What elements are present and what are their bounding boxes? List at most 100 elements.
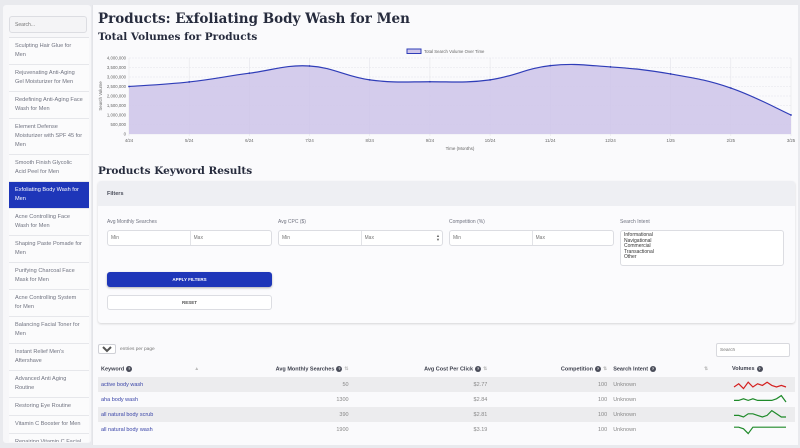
volume-sparkline-cell	[725, 377, 795, 392]
sparkline-path	[734, 394, 787, 402]
data-point	[368, 78, 371, 81]
volume-chart: 0 500,000 1,000,000 1,500,000 2,000,000 2,500…	[98, 48, 796, 151]
table-row[interactable]: aha body wash 1300 $2.84 100 Unknown	[98, 392, 795, 407]
sidebar-search-input[interactable]	[9, 16, 87, 33]
help-icon[interactable]: ?	[336, 365, 343, 372]
sidebar-item[interactable]: Advanced Anti Aging Routine	[9, 371, 89, 398]
x-tick-label: 1/25	[666, 138, 675, 143]
reset-button[interactable]: RESET	[107, 295, 272, 310]
avg-monthly-max-input[interactable]	[189, 231, 271, 245]
sidebar-item[interactable]: Rejuvenating Anti-Aging Gel Moisturizer …	[9, 65, 89, 92]
table-search-input[interactable]	[716, 343, 790, 357]
sort-asc-icon[interactable]: ▲	[194, 366, 200, 373]
sparkline-path	[734, 409, 786, 418]
data-point	[609, 66, 612, 68]
apply-filters-button[interactable]: APPLY FILTERS	[107, 272, 272, 287]
table-row[interactable]: all natural body scrub 390 $2.81 100 Unknown	[98, 407, 795, 422]
filters-heading: Filters	[98, 181, 795, 206]
y-tick-label: 1,500,000	[107, 103, 127, 108]
x-tick-label: 2/25	[727, 138, 736, 143]
sidebar-item[interactable]: Instant Relief Men's Aftershave	[9, 344, 89, 371]
sort-icon[interactable]: ⇅	[704, 366, 709, 373]
spinner-icon[interactable]: ▲ ▼	[436, 233, 440, 242]
avg-cpc-max-input[interactable]	[360, 231, 442, 245]
sidebar-item[interactable]: Balancing Facial Toner for Men	[9, 317, 89, 344]
entries-label: entries per page	[120, 346, 155, 352]
avg-monthly-min-input[interactable]	[108, 231, 190, 245]
sort-icon[interactable]: ⇅	[344, 366, 349, 373]
y-tick-label: 1,000,000	[107, 113, 127, 118]
help-icon[interactable]: ?	[756, 365, 763, 372]
sort-icon[interactable]: ⇅	[483, 366, 488, 373]
sidebar-item[interactable]: Acne Controlling Face Wash for Men	[9, 209, 89, 236]
col-competition[interactable]: Competition? ⇅	[490, 361, 610, 377]
col-keyword[interactable]: Keyword? ▲	[98, 361, 263, 377]
page-title: Products: Exfoliating Body Wash for Men	[98, 11, 410, 27]
intent-option[interactable]: Informational	[624, 232, 653, 238]
avg-cpc-min-input[interactable]	[279, 231, 361, 245]
intent-cell: Unknown	[610, 407, 725, 422]
competition-cell: 100	[490, 377, 611, 392]
volume-sparkline	[734, 394, 787, 402]
sidebar-item[interactable]: Smooth Finish Glycolic Acid Peel for Men	[9, 155, 89, 182]
sparkline-path	[733, 380, 787, 390]
sidebar-item[interactable]: Redefining Anti-Aging Face Wash for Men	[9, 92, 89, 119]
volume-sparkline	[734, 426, 786, 435]
product-list[interactable]: Sculpting Hair Glue for Men Rejuvenating …	[9, 37, 89, 442]
keyword-link[interactable]: aha body wash	[101, 396, 138, 403]
sidebar-item[interactable]: Shaping Paste Pomade for Men	[9, 236, 89, 263]
sidebar-item[interactable]: Sculpting Hair Glue for Men	[9, 38, 89, 65]
table-row[interactable]: all natural body wash 1900 $3.19 100 Unknown	[98, 422, 795, 437]
competition-range	[449, 230, 614, 246]
filters-panel: Filters Avg Monthly Searches Avg CPC ($)…	[98, 181, 795, 323]
sidebar-item[interactable]: Exfoliating Body Wash for Men	[9, 182, 89, 209]
keyword-link[interactable]: active body wash	[98, 377, 263, 392]
help-icon[interactable]: ?	[650, 365, 657, 372]
searches-cell: 1900	[336, 426, 349, 433]
sidebar-item[interactable]: Purifying Charcoal Face Mask for Men	[9, 263, 89, 290]
x-tick-label: 12/24	[605, 138, 616, 143]
col-cpc[interactable]: Avg Cost Per Click? ⇅	[352, 361, 491, 377]
avg-monthly-label: Avg Monthly Searches	[107, 219, 157, 225]
search-intent-select[interactable]: Informational Navigational Commercial Trans…	[620, 230, 784, 266]
sidebar-item[interactable]: Element Defense Moisturizer with SPF 45 …	[9, 119, 89, 155]
competition-min-input[interactable]	[450, 231, 532, 245]
x-tick-label: 5/24	[185, 138, 194, 143]
y-tick-label: 500,000	[110, 122, 126, 127]
sidebar-item[interactable]: Restoring Eye Routine	[9, 398, 89, 416]
y-tick-label: 0	[124, 132, 127, 137]
cpc-cell: $3.19	[473, 426, 488, 433]
help-icon[interactable]: ?	[475, 365, 482, 372]
series-line	[128, 63, 792, 116]
intent-option[interactable]: Commercial	[624, 243, 651, 250]
keyword-link[interactable]: all natural body wash	[101, 426, 153, 433]
x-tick-label: 6/24	[245, 138, 254, 143]
keyword-table: Keyword? ▲ Avg Monthly Searches? ⇅ Avg Cos…	[98, 361, 795, 437]
col-searches[interactable]: Avg Monthly Searches? ⇅	[263, 361, 352, 377]
intent-option[interactable]: Other	[624, 254, 637, 261]
volume-sparkline	[733, 380, 787, 390]
sidebar-item[interactable]: Acne Controlling System for Men	[9, 290, 89, 317]
intent-option[interactable]: Transactional	[624, 248, 654, 255]
y-tick-label: 2,000,000	[107, 94, 127, 99]
col-intent[interactable]: Search Intent? ⇅	[610, 361, 725, 377]
intent-label: Search Intent	[620, 219, 650, 225]
help-icon[interactable]: ?	[126, 365, 133, 372]
competition-cell: 100	[598, 396, 608, 403]
help-icon[interactable]: ?	[594, 365, 601, 372]
x-tick-label: 9/24	[426, 138, 435, 143]
intent-cell: Unknown	[613, 396, 637, 403]
y-tick-label: 4,000,000	[107, 56, 127, 61]
page-size-select[interactable]: 10	[98, 344, 116, 354]
chart-heading: Total Volumes for Products	[98, 31, 258, 43]
sort-icon[interactable]: ⇅	[602, 366, 608, 373]
col-volumes[interactable]: Volumes?	[725, 361, 795, 377]
sidebar-item[interactable]: Vitamin C Booster for Men	[9, 416, 89, 434]
intent-option[interactable]: Navigational	[624, 237, 652, 244]
sidebar-item[interactable]: Repairing Vitamin C Facial Serum for Men…	[9, 434, 89, 442]
table-row[interactable]: active body wash 50 $2.77 100 Unknown	[98, 377, 795, 392]
competition-max-input[interactable]	[531, 231, 613, 245]
keyword-link[interactable]: all natural body scrub	[98, 407, 263, 422]
searches-cell: 1300	[336, 396, 349, 403]
col-label: Volumes	[732, 366, 755, 373]
